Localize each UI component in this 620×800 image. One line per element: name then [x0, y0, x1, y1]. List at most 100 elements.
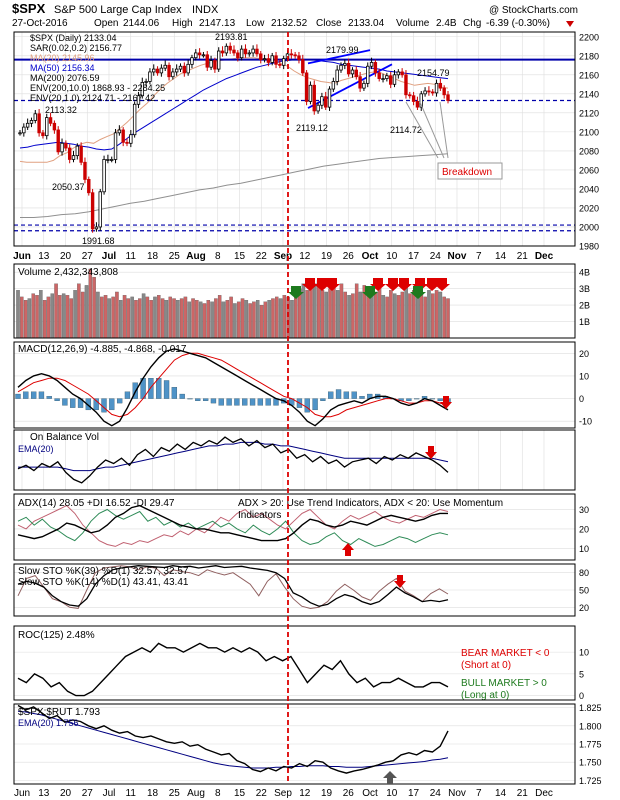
price-candle: [396, 71, 401, 76]
volume-bar: [434, 290, 439, 339]
volume-tick-label: 3B: [579, 284, 590, 294]
volume-bar: [259, 304, 264, 339]
close-label: Close: [316, 18, 342, 29]
price-candle: [186, 63, 190, 74]
volume-bar: [35, 295, 39, 339]
price-annotation: 2193.81: [215, 32, 248, 42]
macd-histogram-bar: [124, 391, 131, 399]
macd-histogram-bar: [46, 396, 52, 399]
sto-tick-label: 20: [579, 603, 589, 613]
green-arrow-icon: [362, 286, 378, 299]
volume-bar: [221, 301, 226, 339]
volume-bar: [431, 293, 435, 339]
x-tick-label: 8: [215, 251, 221, 262]
volume-bar: [381, 295, 386, 339]
macd-histogram-bar: [30, 391, 37, 399]
volume-bar: [77, 283, 81, 339]
volume-bar: [111, 296, 115, 339]
macd-histogram-bar: [210, 398, 217, 404]
price-candle: [366, 65, 370, 84]
macd-histogram-bar: [54, 398, 60, 401]
volume-bar: [267, 300, 271, 339]
roc-tick-label: 5: [579, 669, 584, 679]
volume-bar: [58, 295, 62, 339]
price-candle: [117, 129, 122, 134]
macd-histogram-bar: [38, 391, 45, 399]
ratio-tick-label: 1.725: [579, 776, 602, 786]
price-candle: [369, 62, 374, 67]
volume-bar: [423, 296, 427, 339]
price-candle: [293, 54, 297, 57]
volume-bar: [183, 296, 188, 339]
volume-bar: [244, 300, 249, 339]
macd-histogram-bar: [93, 398, 99, 411]
trendline-upper: [307, 49, 371, 65]
adx-annotation-line1: ADX > 20: Use Trend Indicators, ADX < 20…: [238, 498, 503, 509]
volume-bar: [191, 298, 195, 339]
x-tick-label-bottom: Dec: [535, 788, 553, 799]
ratio-tick-label: 1.800: [579, 721, 602, 731]
price-candle: [102, 159, 106, 193]
price-candle: [392, 74, 397, 85]
price-candle: [94, 226, 99, 230]
macd-histogram-bar: [23, 391, 29, 399]
macd-histogram-bar: [304, 398, 310, 413]
volume-bar: [309, 285, 313, 339]
volume-bar: [134, 300, 138, 339]
volume-bar: [392, 293, 397, 339]
price-candle: [404, 74, 408, 96]
ratio-tick-label: 1.825: [579, 703, 602, 713]
x-tick-label: Nov: [448, 251, 467, 262]
price-candle: [438, 82, 443, 89]
macd-histogram-bar: [218, 398, 224, 406]
price-candle: [308, 84, 313, 102]
volume-bar: [389, 290, 393, 339]
price-candle: [236, 52, 240, 59]
price-candle: [106, 159, 110, 161]
price-candle: [113, 132, 118, 160]
price-candle: [304, 72, 309, 102]
price-candle: [140, 82, 144, 97]
price-candle: [228, 45, 232, 51]
price-candle: [339, 64, 343, 71]
volume-bar: [39, 290, 43, 339]
volume-bar: [275, 296, 279, 339]
macd-histogram-bar: [328, 391, 334, 399]
volume-bar: [198, 301, 203, 339]
price-candle: [197, 52, 202, 56]
open-label: Open: [94, 18, 118, 29]
macd-histogram-bar: [429, 398, 436, 400]
macd-histogram-bar: [163, 380, 170, 399]
volume-bar: [351, 293, 355, 339]
x-tick-label-bottom: Aug: [187, 788, 205, 799]
price-candle: [259, 53, 263, 60]
volume-bar: [252, 301, 256, 339]
x-tick-label: 12: [299, 251, 311, 262]
volume-value: 2.4B: [436, 18, 457, 29]
price-tick-label: 2100: [579, 127, 599, 137]
macd-line: [17, 348, 449, 427]
macd-histogram-bar: [226, 398, 232, 406]
price-panel-frame: [13, 31, 576, 247]
volume-bar: [210, 301, 214, 339]
macd-histogram-bar: [116, 398, 123, 404]
volume-bar: [130, 296, 134, 339]
price-candle: [152, 68, 156, 73]
adx-panel-frame: [13, 493, 576, 561]
red-arrow-icon: [385, 278, 401, 291]
price-candle: [209, 60, 213, 68]
grey-arrow-icon: [383, 771, 397, 784]
x-tick-label: 11: [126, 251, 137, 262]
x-tick-label: 18: [147, 251, 159, 262]
x-tick-label-bottom: 10: [386, 788, 398, 799]
price-candle: [136, 95, 141, 105]
macd-histogram-bar: [437, 398, 443, 401]
price-tick-label: 2080: [579, 146, 599, 156]
price-annotation: 2113.32: [45, 105, 77, 115]
macd-histogram-bar: [265, 398, 271, 406]
price-candle: [274, 55, 278, 65]
x-tick-label-bottom: 20: [60, 788, 72, 799]
price-candle: [52, 122, 57, 131]
volume-bar: [373, 291, 378, 339]
volume-bar: [202, 303, 207, 339]
